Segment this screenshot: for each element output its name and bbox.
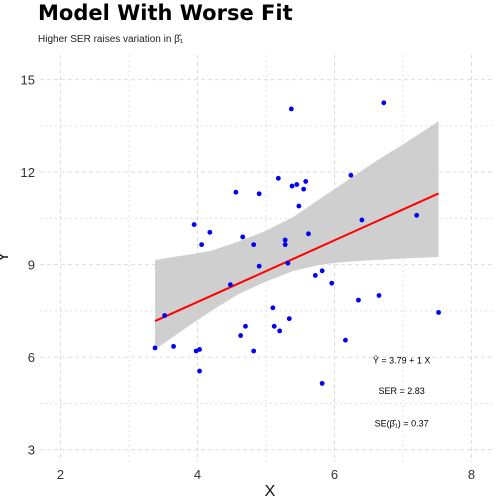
data-point [251,242,257,248]
data-point [296,203,302,209]
data-point [197,368,202,374]
data-point [286,316,292,322]
y-tick-label: 3 [28,443,35,458]
data-point [288,106,294,112]
regression-line-group [154,192,439,323]
y-axis-label: Y [0,251,12,262]
data-point [171,343,176,349]
annotation-label: SE(β̂₁) = 0.37 [375,418,429,428]
data-point [275,175,281,181]
x-tick-label: 4 [194,467,201,482]
y-tick-label: 15 [21,73,35,88]
data-point [285,260,291,266]
tick-labels: 2 4 6 8 3 6 9 12 15 [21,73,476,482]
data-point [243,323,248,329]
data-point [233,189,239,195]
data-point [227,282,233,288]
data-point [282,242,288,248]
data-point [301,186,307,192]
data-point [197,347,202,352]
data-point [329,280,335,286]
y-tick-label: 12 [21,165,35,180]
data-point [289,183,295,189]
annotation-label: Ŷ = 3.79 + 1 X [373,355,431,365]
data-point [381,100,387,106]
data-point [256,191,262,197]
data-point [270,305,276,311]
data-point [256,263,262,269]
data-point [414,212,420,218]
data-point [319,268,325,274]
data-point [312,273,318,278]
y-tick-label: 6 [28,350,35,365]
chart-title: Model With Worse Fit [38,1,293,25]
chart-subtitle: Higher SER raises variation in β̂₁ [38,33,184,45]
data-points [152,100,441,386]
data-point [282,237,288,243]
x-tick-label: 6 [331,467,338,482]
data-point [191,222,197,227]
data-point [238,333,244,338]
annotation-label: SER = 2.83 [378,386,424,396]
data-point [271,323,277,329]
data-point [376,293,382,298]
data-point [436,310,441,315]
x-axis-label: X [265,483,276,500]
data-point [343,337,348,343]
x-tick-label: 2 [57,467,64,482]
x-tick-label: 8 [468,467,475,482]
data-point [207,229,213,235]
annotations: Ŷ = 3.79 + 1 X SER = 2.83 SE(β̂₁) = 0.37 [373,355,431,428]
data-point [251,348,257,354]
data-point [162,313,168,318]
y-tick-label: 9 [28,258,35,273]
data-point [303,179,309,184]
data-point [306,231,311,237]
regression-line [154,192,439,323]
data-point [240,234,246,240]
data-point [356,297,361,303]
data-point [359,217,365,223]
confidence-band-area [155,121,439,350]
confidence-band [155,121,439,350]
data-point [277,328,283,334]
data-point [319,380,325,386]
data-point [199,242,205,248]
data-point [152,345,158,351]
data-point [348,172,354,178]
data-point [294,182,300,187]
